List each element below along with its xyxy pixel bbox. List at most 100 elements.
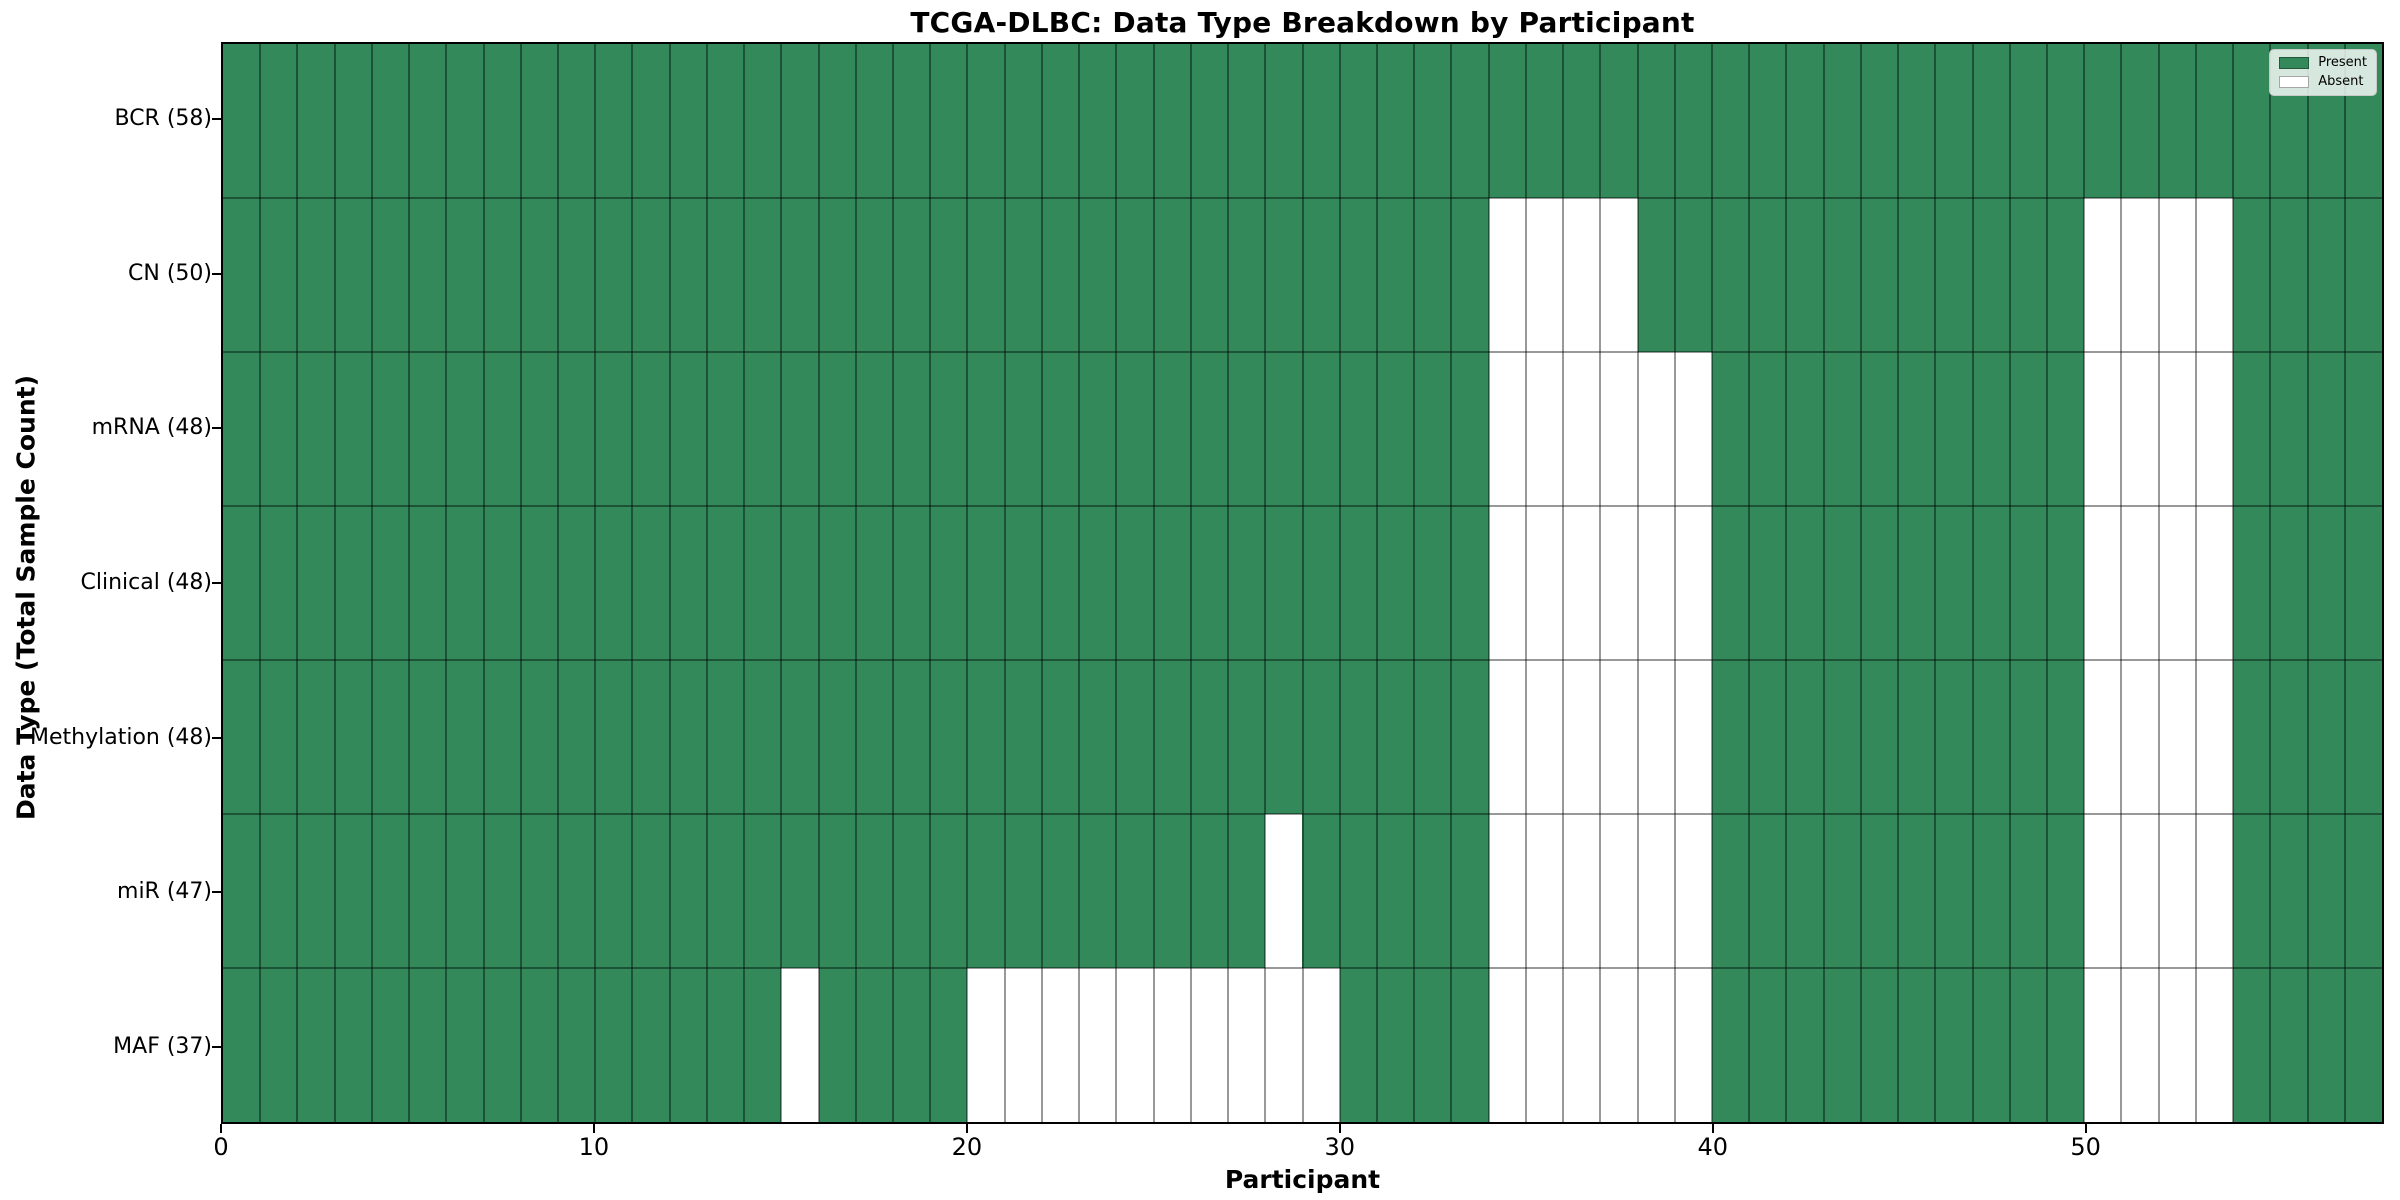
gridline-vertical (2045, 44, 2048, 1122)
gridline-vertical (594, 44, 597, 1122)
gridline-vertical (2157, 44, 2160, 1122)
xtick-label: 30 (1324, 1133, 1356, 1161)
gridline-vertical (966, 44, 969, 1122)
xtick-mark (2084, 1124, 2087, 1133)
xtick-label: 10 (578, 1133, 610, 1161)
gridline-horizontal (223, 351, 2382, 353)
absent-cells-mRNA (2084, 352, 2234, 506)
gridline-vertical (631, 44, 634, 1122)
gridline-vertical (1413, 44, 1416, 1122)
absent-cells-MAF (1488, 968, 1712, 1122)
gridline-vertical (1152, 44, 1155, 1122)
absent-cells-MAF (781, 968, 819, 1122)
gridline-vertical (1450, 44, 1453, 1122)
gridline-horizontal (223, 659, 2382, 661)
legend-item-absent: Absent (2279, 75, 2367, 89)
gridline-vertical (259, 44, 262, 1122)
xtick-label: 50 (2070, 1133, 2101, 1161)
absent-cells-Methylation (1488, 660, 1712, 814)
y-axis-label: Data Type (Total Sample Count) (11, 374, 41, 821)
absent-cells-miR (1488, 814, 1712, 968)
gridline-vertical (817, 44, 820, 1122)
gridline-vertical (1227, 44, 1230, 1122)
gridline-horizontal (223, 813, 2382, 815)
gridline-vertical (1599, 44, 1602, 1122)
gridline-vertical (1338, 44, 1341, 1122)
plot-area: Present Absent (221, 42, 2384, 1124)
gridline-vertical (780, 44, 783, 1122)
gridline-vertical (1301, 44, 1304, 1122)
gridline-vertical (2343, 44, 2346, 1122)
gridline-vertical (1524, 44, 1527, 1122)
absent-cells-CN (1488, 198, 1638, 352)
ytick-label-Clinical: Clinical (48) (80, 570, 212, 595)
ytick-label-MAF: MAF (37) (113, 1033, 212, 1059)
gridline-vertical (705, 44, 708, 1122)
gridline-vertical (1710, 44, 1713, 1122)
gridline-vertical (854, 44, 857, 1122)
gridline-vertical (1785, 44, 1788, 1122)
xtick-label: 20 (951, 1133, 983, 1161)
legend: Present Absent (2269, 49, 2377, 96)
gridline-vertical (1003, 44, 1006, 1122)
gridline-vertical (1822, 44, 1825, 1122)
xtick-mark (592, 1124, 595, 1133)
gridline-vertical (445, 44, 448, 1122)
legend-label: Absent (2318, 74, 2364, 89)
gridline-vertical (519, 44, 522, 1122)
gridline-vertical (1264, 44, 1267, 1122)
gridline-vertical (1078, 44, 1081, 1122)
absent-cells-Clinical (2084, 506, 2234, 660)
absent-cells-MAF (967, 968, 1340, 1122)
gridline-vertical (1189, 44, 1192, 1122)
chart-title: TCGA-DLBC: Data Type Breakdown by Partic… (910, 6, 1695, 39)
gridline-vertical (2120, 44, 2123, 1122)
cells-layer (223, 44, 2382, 1122)
ytick-label-Methylation: Methylation (48) (30, 724, 212, 750)
absent-cells-mRNA (1488, 352, 1712, 506)
gridline-vertical (2306, 44, 2309, 1122)
legend-item-present: Present (2279, 56, 2367, 70)
gridline-horizontal (223, 505, 2382, 507)
gridline-vertical (1971, 44, 1974, 1122)
absent-cells-Clinical (1488, 506, 1712, 660)
absent-cells-miR (1265, 814, 1303, 968)
xtick-mark (965, 1124, 968, 1133)
ytick-mark (212, 118, 221, 121)
gridline-vertical (1748, 44, 1751, 1122)
ytick-label-miR: miR (47) (117, 879, 212, 905)
gridline-vertical (370, 44, 373, 1122)
gridline-vertical (1934, 44, 1937, 1122)
gridline-vertical (557, 44, 560, 1122)
ytick-mark (212, 891, 221, 894)
gridline-vertical (1040, 44, 1043, 1122)
xtick-mark (1338, 1124, 1341, 1133)
gridline-vertical (2008, 44, 2011, 1122)
gridline-vertical (482, 44, 485, 1122)
ytick-label-BCR: BCR (58) (114, 106, 212, 132)
gridline-vertical (1636, 44, 1639, 1122)
gridline-vertical (2232, 44, 2235, 1122)
gridline-vertical (892, 44, 895, 1122)
gridline-vertical (1673, 44, 1676, 1122)
gridline-vertical (1375, 44, 1378, 1122)
gridline-vertical (668, 44, 671, 1122)
grid-layer (223, 44, 2382, 1122)
gridline-vertical (929, 44, 932, 1122)
gridline-vertical (333, 44, 336, 1122)
ytick-label-CN: CN (50) (128, 260, 212, 286)
gridline-vertical (1115, 44, 1118, 1122)
legend-swatch-present (2279, 57, 2310, 69)
ytick-mark (212, 582, 221, 584)
xtick-mark (1711, 1124, 1714, 1133)
legend-swatch-absent (2279, 76, 2310, 88)
gridline-horizontal (223, 197, 2382, 199)
gridline-vertical (1487, 44, 1490, 1122)
gridline-vertical (1897, 44, 1900, 1122)
gridline-vertical (2083, 44, 2086, 1122)
absent-cells-MAF (2084, 968, 2234, 1122)
xtick-mark (220, 1124, 222, 1133)
gridline-horizontal (223, 967, 2382, 969)
gridline-vertical (2194, 44, 2197, 1122)
